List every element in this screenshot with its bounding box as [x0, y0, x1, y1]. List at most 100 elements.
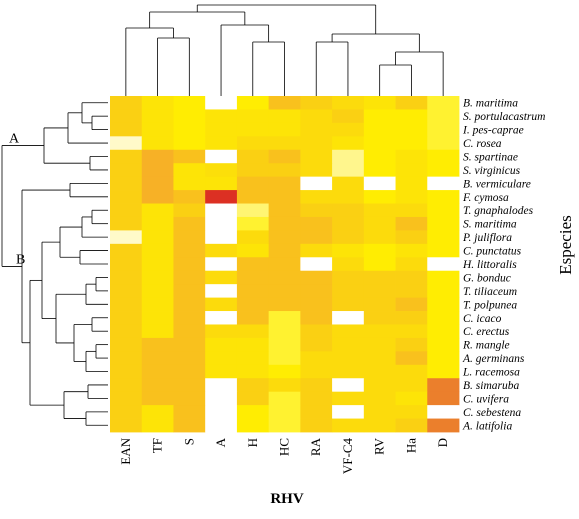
heatmap-cell	[268, 364, 301, 379]
row-label: T. gnaphalodes	[463, 205, 534, 217]
heatmap-cell	[332, 311, 365, 325]
heatmap-cell	[110, 405, 143, 419]
heatmap-cell	[236, 324, 270, 339]
heatmap-cell	[141, 391, 174, 406]
heatmap-cell	[427, 190, 460, 204]
heatmap-cell	[300, 230, 333, 245]
heatmap-cell	[110, 203, 143, 218]
heatmap-cell	[205, 311, 238, 325]
heatmap-cell	[300, 270, 333, 285]
heatmap-cell	[205, 284, 238, 298]
heatmap-cell	[236, 190, 270, 204]
heatmap-cell	[332, 391, 365, 406]
heatmap-cell	[173, 351, 206, 366]
heatmap-cell	[427, 122, 460, 137]
heatmap-cell	[110, 311, 143, 325]
heatmap-cell	[300, 337, 333, 352]
heatmap-cell	[205, 109, 238, 124]
heatmap-cell	[363, 176, 396, 191]
heatmap-cell	[363, 284, 396, 298]
heatmap-cell	[268, 418, 301, 433]
heatmap-cell	[268, 203, 301, 218]
heatmap-cell	[141, 378, 174, 393]
heatmap-cell	[205, 190, 238, 204]
heatmap-cell	[268, 176, 301, 191]
heatmap-cell	[332, 149, 365, 164]
column-label: A	[213, 437, 228, 447]
heatmap-cell	[300, 243, 333, 258]
heatmap-cell	[332, 203, 365, 218]
heatmap-cell	[363, 391, 396, 406]
heatmap-cell	[300, 418, 333, 433]
heatmap-cell	[300, 216, 333, 231]
heatmap-cell	[110, 243, 143, 258]
heatmap-cell	[332, 337, 365, 352]
heatmap-cell	[300, 96, 333, 110]
column-label: VF-C4	[340, 438, 355, 475]
heatmap-cell	[332, 270, 365, 285]
row-label: A. germinans	[462, 353, 525, 365]
heatmap-cell	[236, 405, 270, 419]
heatmap-cell	[141, 324, 174, 339]
heatmap-cell	[395, 297, 428, 312]
heatmap-cell	[236, 109, 270, 124]
heatmap-cell	[173, 378, 206, 393]
heatmap-cell	[205, 243, 238, 258]
heatmap-cell	[427, 243, 460, 258]
heatmap-cell	[110, 149, 143, 164]
heatmap-cell	[332, 243, 365, 258]
heatmap-cell	[268, 391, 301, 406]
heatmap-cell	[427, 297, 460, 312]
heatmap-cell	[141, 136, 174, 151]
heatmap-cell	[110, 163, 143, 178]
heatmap-cell	[427, 324, 460, 339]
heatmap-cell	[141, 418, 174, 433]
heatmap-cell	[363, 364, 396, 379]
heatmap-cell	[268, 216, 301, 231]
heatmap-cell	[141, 96, 174, 110]
heatmap-cell	[427, 418, 460, 433]
heatmap-cell	[173, 216, 206, 231]
heatmap-cell	[236, 149, 270, 164]
heatmap-cell	[363, 243, 396, 258]
row-label: L. racemosa	[462, 367, 520, 379]
heatmap-cell	[236, 337, 270, 352]
heatmap-cell	[110, 364, 143, 379]
heatmap-cell	[110, 190, 143, 204]
heatmap-cell	[363, 351, 396, 366]
heatmap-cell	[363, 324, 396, 339]
heatmap-cell	[141, 109, 174, 124]
heatmap-cell	[173, 391, 206, 406]
heatmap-cell	[173, 364, 206, 379]
heatmap-cell	[173, 297, 206, 312]
heatmap-cell	[395, 284, 428, 298]
heatmap-cell	[110, 96, 143, 110]
heatmap-cell	[110, 136, 143, 151]
heatmap-cell	[236, 136, 270, 151]
heatmap-cell	[141, 163, 174, 178]
heatmap-cell	[173, 311, 206, 325]
row-label: C. rosea	[463, 138, 502, 150]
row-label: T. tiliaceum	[463, 286, 517, 298]
heatmap-cell	[173, 122, 206, 137]
row-label: I. pes-caprae	[462, 125, 524, 137]
heatmap-cell	[395, 136, 428, 151]
heatmap-cell	[332, 136, 365, 151]
heatmap-cell	[332, 364, 365, 379]
heatmap-cell	[300, 297, 333, 312]
heatmap-cell	[268, 163, 301, 178]
heatmap-cell	[268, 257, 301, 272]
heatmap-cell	[205, 122, 238, 137]
heatmap-cell	[363, 230, 396, 245]
heatmap-cell	[300, 176, 333, 191]
heatmap-cell	[395, 203, 428, 218]
column-label: RA	[308, 437, 323, 456]
heatmap-cell	[268, 297, 301, 312]
heatmap-cell	[173, 337, 206, 352]
heatmap-cell	[268, 149, 301, 164]
heatmap-cell	[173, 270, 206, 285]
heatmap-cell	[236, 122, 270, 137]
heatmap-cell	[268, 311, 301, 325]
heatmap-cell	[395, 190, 428, 204]
